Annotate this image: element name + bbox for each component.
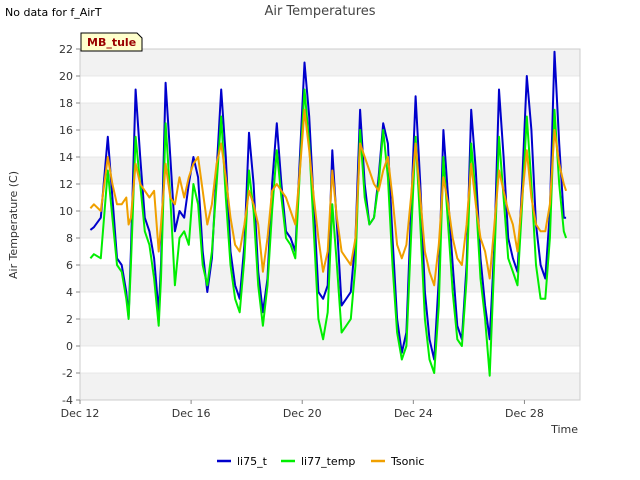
y-tick-label: -4	[62, 394, 73, 407]
x-tick-label: Dec 20	[283, 407, 322, 420]
y-tick-label: 14	[59, 151, 73, 164]
x-axis-label: Time	[550, 423, 578, 436]
grid-band	[80, 373, 580, 400]
series-line-li75_t	[89, 50, 567, 361]
x-tick-label: Dec 24	[394, 407, 433, 420]
y-tick-label: 12	[59, 178, 73, 191]
y-tick-label: -2	[62, 367, 73, 380]
legend-label: Tsonic	[390, 455, 424, 468]
plot-frame	[79, 48, 581, 401]
y-tick-label: 18	[59, 97, 73, 110]
grid-band	[80, 49, 580, 76]
y-tick-label: 6	[66, 259, 73, 272]
y-tick-label: 2	[66, 313, 73, 326]
y-tick-label: 16	[59, 124, 73, 137]
y-tick-label: 0	[66, 340, 73, 353]
station-badge: MB_tule	[87, 36, 136, 49]
station-badge-box	[80, 32, 143, 52]
y-tick-label: 20	[59, 70, 73, 83]
y-tick-label: 8	[66, 232, 73, 245]
grid-band	[80, 103, 580, 130]
grid-band	[80, 319, 580, 346]
series-line-Tsonic	[89, 108, 568, 287]
y-tick-label: 10	[59, 205, 73, 218]
y-tick-label: 4	[66, 286, 73, 299]
legend-label: li77_temp	[301, 455, 355, 468]
x-tick-label: Dec 12	[61, 407, 100, 420]
legend-label: li75_t	[237, 455, 268, 468]
y-tick-label: 22	[59, 43, 73, 56]
x-tick-label: Dec 28	[505, 407, 544, 420]
y-axis-label: Air Temperature (C)	[7, 171, 20, 279]
chart-title: Air Temperatures	[264, 4, 375, 19]
series-line-li77_temp	[89, 88, 568, 377]
no-data-notice: No data for f_AirT	[5, 6, 102, 19]
x-tick-label: Dec 16	[172, 407, 211, 420]
